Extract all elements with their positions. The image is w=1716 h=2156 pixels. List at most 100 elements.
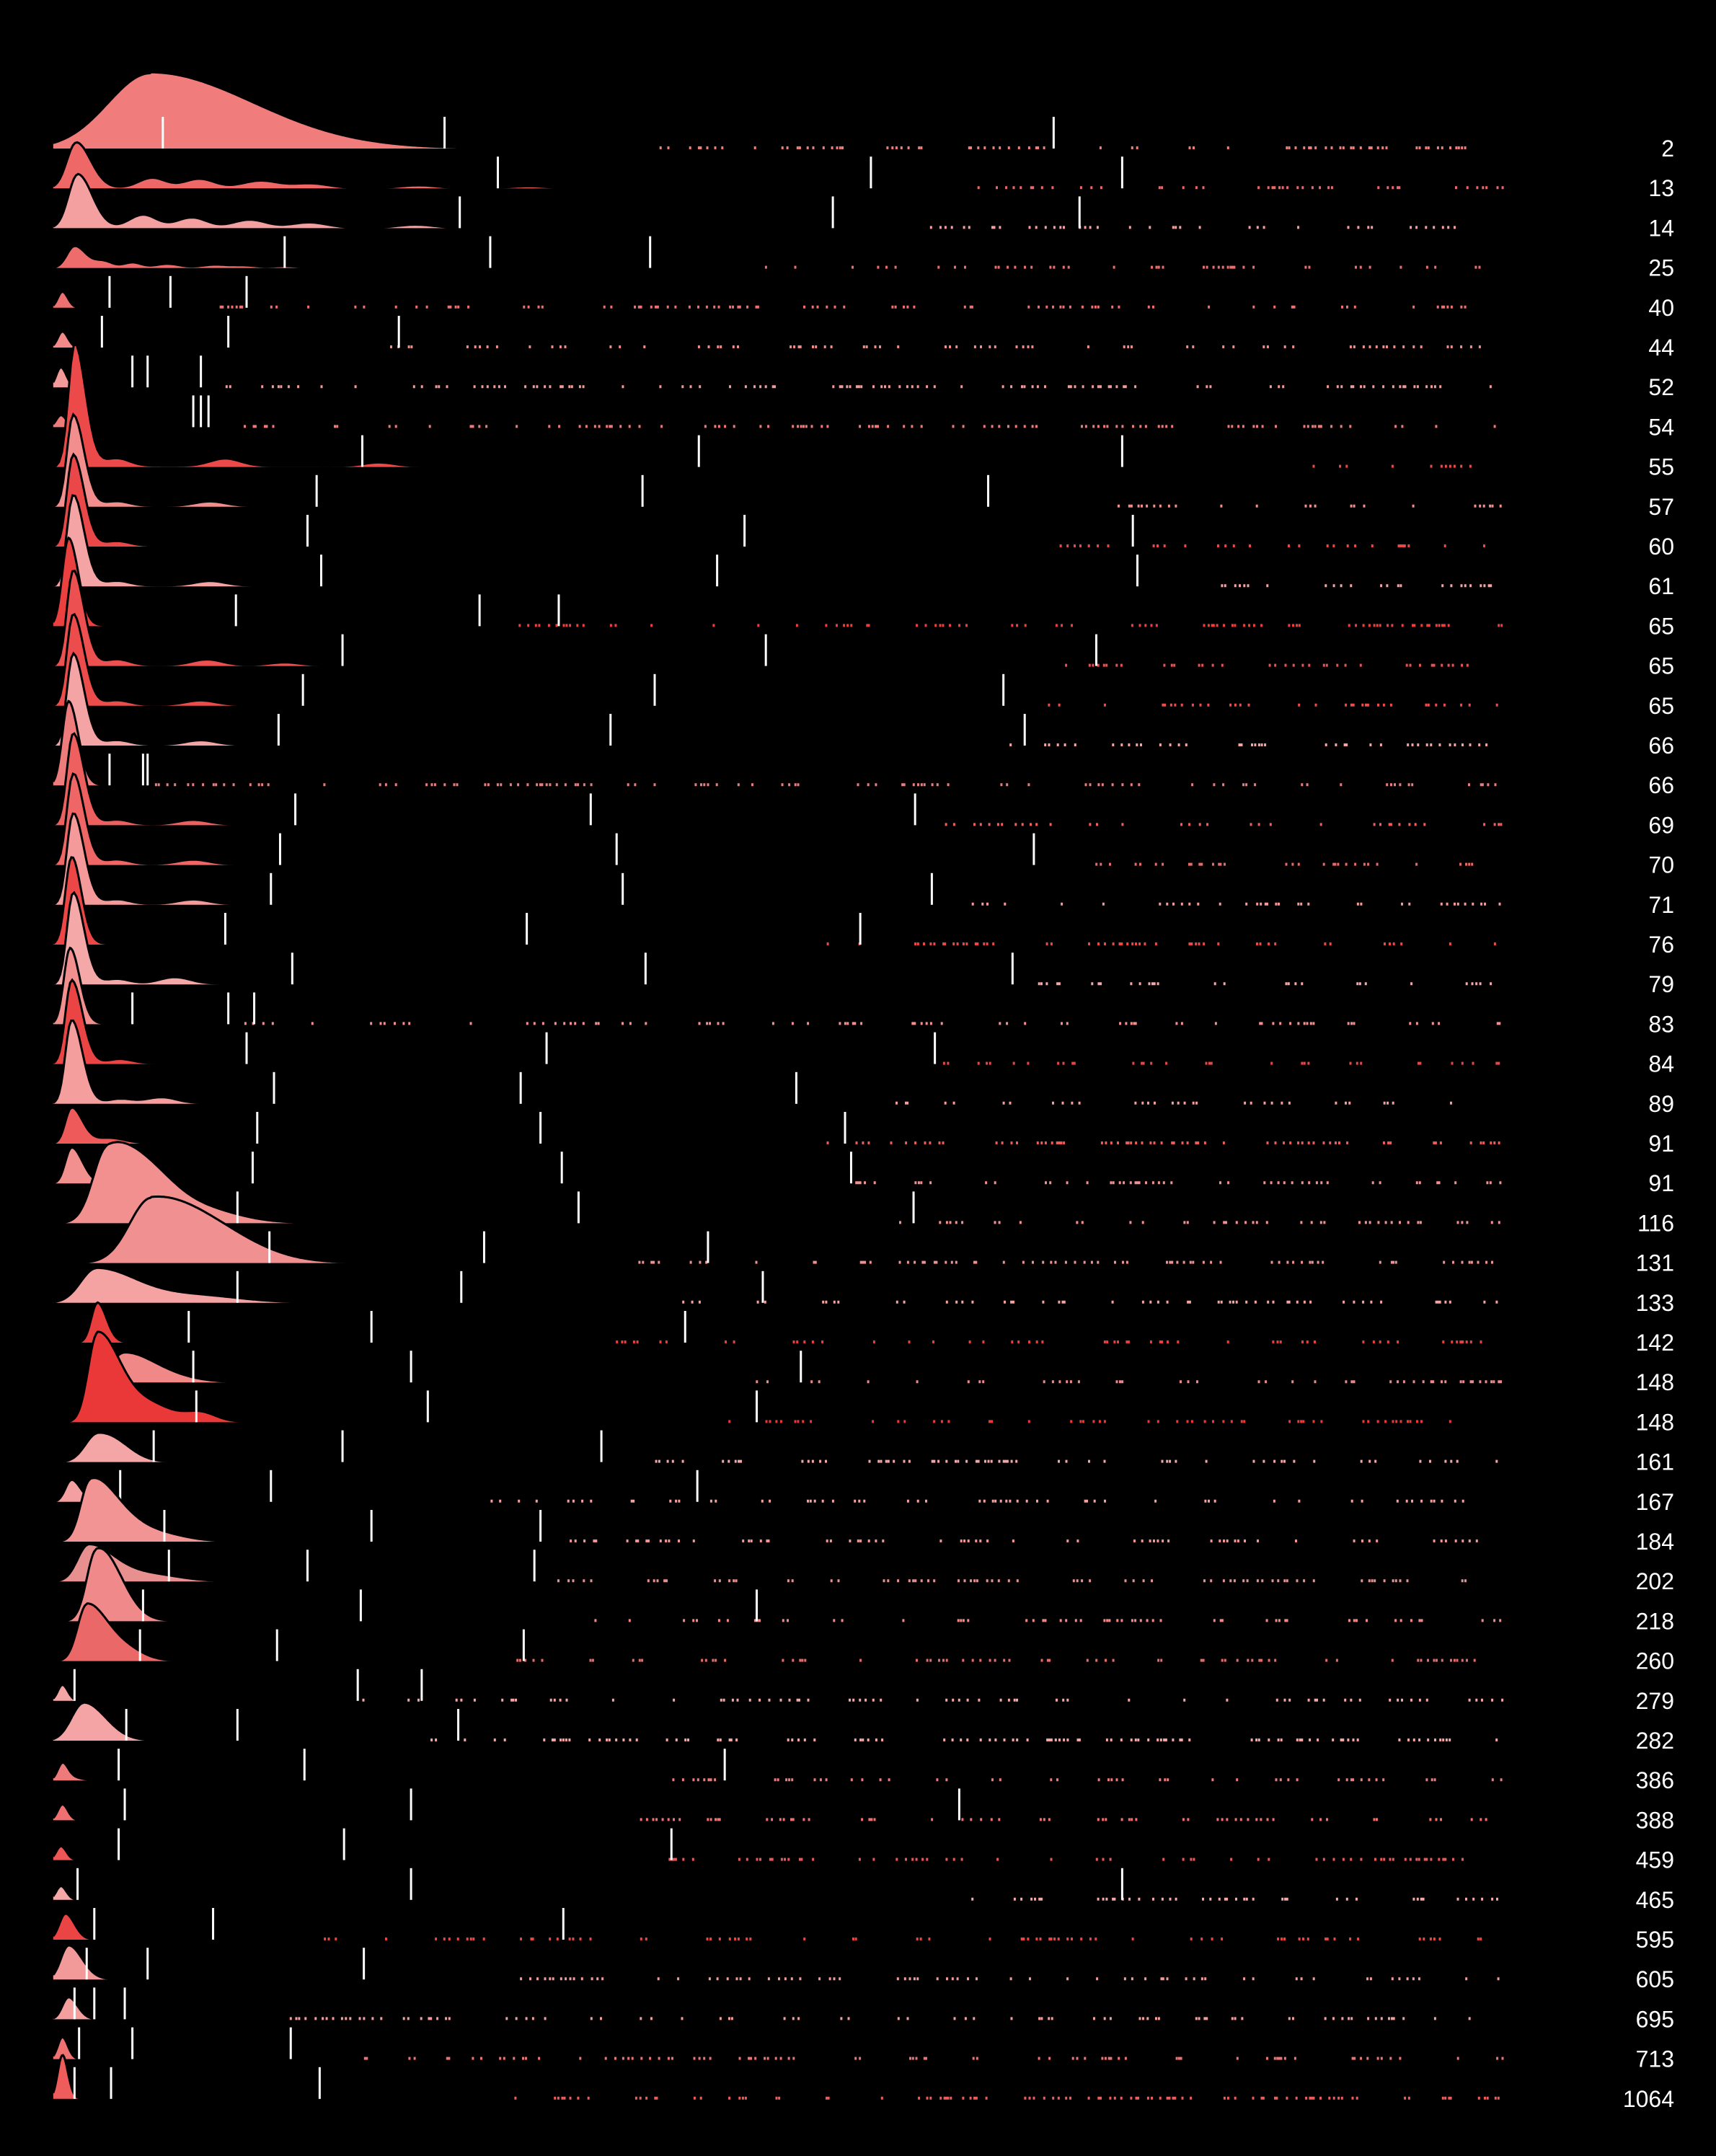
density-outline (52, 1761, 665, 1782)
row-label: 84 (1648, 1051, 1674, 1077)
density-outline (53, 612, 1046, 707)
density-outline (53, 570, 1061, 667)
ridge-row (52, 141, 1504, 190)
ridge-row (53, 1330, 1451, 1423)
ridge-row (53, 570, 1469, 667)
row-label: 91 (1648, 1170, 1674, 1196)
row-label: 465 (1636, 1887, 1674, 1913)
rug-marks (225, 385, 1492, 389)
row-label: 218 (1636, 1608, 1674, 1634)
row-label: 44 (1648, 335, 1674, 361)
density-outline (52, 330, 331, 349)
rug-marks (570, 1539, 1478, 1542)
density-outline (52, 1803, 635, 1821)
row-label: 54 (1648, 414, 1674, 440)
row-label: 260 (1636, 1648, 1674, 1674)
ridge-row (52, 1788, 1487, 1821)
ridge-row (53, 1987, 1471, 2020)
row-label: 148 (1636, 1369, 1674, 1395)
rug-marks (659, 146, 1467, 149)
row-label: 713 (1636, 2046, 1674, 2072)
density-area (53, 1548, 590, 1622)
density-outline (53, 1996, 285, 2020)
density-outline (53, 812, 970, 906)
row-label: 76 (1648, 932, 1674, 958)
density-outline (52, 2054, 513, 2100)
row-label: 57 (1648, 494, 1674, 520)
row-label: 282 (1636, 1728, 1674, 1754)
rug-marks (945, 823, 1503, 826)
ridge-row (52, 1019, 1452, 1105)
ridge-row (53, 1430, 1498, 1464)
rug-marks (640, 1818, 1487, 1821)
density-outline (52, 1019, 894, 1105)
rug-marks (518, 624, 1503, 627)
row-label: 55 (1648, 454, 1674, 480)
ridge-row (53, 1195, 1493, 1265)
ridge-row (53, 1602, 1476, 1662)
density-outline (52, 1912, 315, 1941)
row-label: 695 (1636, 2006, 1674, 2032)
density-outline (53, 1330, 696, 1423)
ridge-row (53, 1146, 1502, 1185)
density-outline (52, 1944, 513, 1981)
ridge-row (53, 412, 1502, 508)
row-label: 14 (1648, 215, 1674, 241)
rug-marks (430, 1739, 1498, 1741)
row-label: 65 (1648, 653, 1674, 679)
ridge-row (53, 1547, 1502, 1622)
ridge-row (52, 2054, 1500, 2100)
density-outline (52, 978, 939, 1065)
row-label: 2 (1661, 136, 1674, 162)
rug-marks (520, 1977, 1500, 1981)
rug-marks (756, 1380, 1502, 1384)
row-label: 69 (1648, 812, 1674, 838)
density-outline (52, 290, 209, 309)
rug-marks (363, 2056, 1504, 2060)
row-label: 13 (1648, 175, 1674, 201)
density-outline (53, 891, 1031, 986)
rug-marks (154, 783, 1497, 787)
ridge-row (53, 1266, 1498, 1304)
row-label: 131 (1636, 1250, 1674, 1276)
density-outline (52, 1844, 665, 1862)
density-outline (52, 1885, 970, 1901)
rug-marks (244, 1022, 1501, 1025)
rug-marks (899, 1221, 1500, 1224)
row-label: 161 (1636, 1449, 1674, 1475)
row-label: 60 (1648, 534, 1674, 560)
density-outline (53, 1602, 513, 1662)
row-label: 89 (1648, 1091, 1674, 1117)
rug-marks (1009, 743, 1488, 746)
rug-marks (942, 1061, 1500, 1065)
density-outline (53, 1477, 513, 1543)
density-area (53, 72, 650, 149)
ridge-row (52, 978, 1500, 1065)
ridge-row (53, 612, 1498, 707)
rug-marks (826, 942, 1496, 945)
ridge-row (52, 536, 1503, 627)
rug-marks (977, 186, 1504, 190)
density-area (53, 174, 924, 229)
rug-marks (490, 1499, 1464, 1503)
density-outline (52, 946, 239, 1025)
rug-marks (1059, 544, 1485, 547)
density-outline (52, 2036, 361, 2061)
row-label: 25 (1648, 255, 1674, 281)
row-label: 79 (1648, 971, 1674, 997)
row-label: 605 (1636, 1966, 1674, 1992)
ridge-row (53, 172, 1456, 229)
ridge-row (52, 316, 1481, 349)
density-area (53, 142, 970, 189)
ridge-row (53, 452, 1485, 548)
density-outline (53, 651, 1001, 747)
density-outline (53, 1266, 681, 1304)
row-label: 116 (1637, 1210, 1674, 1236)
row-label: 91 (1648, 1131, 1674, 1157)
density-outline (53, 343, 1290, 468)
density-outline (53, 1301, 559, 1344)
density-outline (53, 1431, 635, 1464)
rug-marks (1038, 982, 1492, 986)
density-area (53, 1702, 422, 1741)
